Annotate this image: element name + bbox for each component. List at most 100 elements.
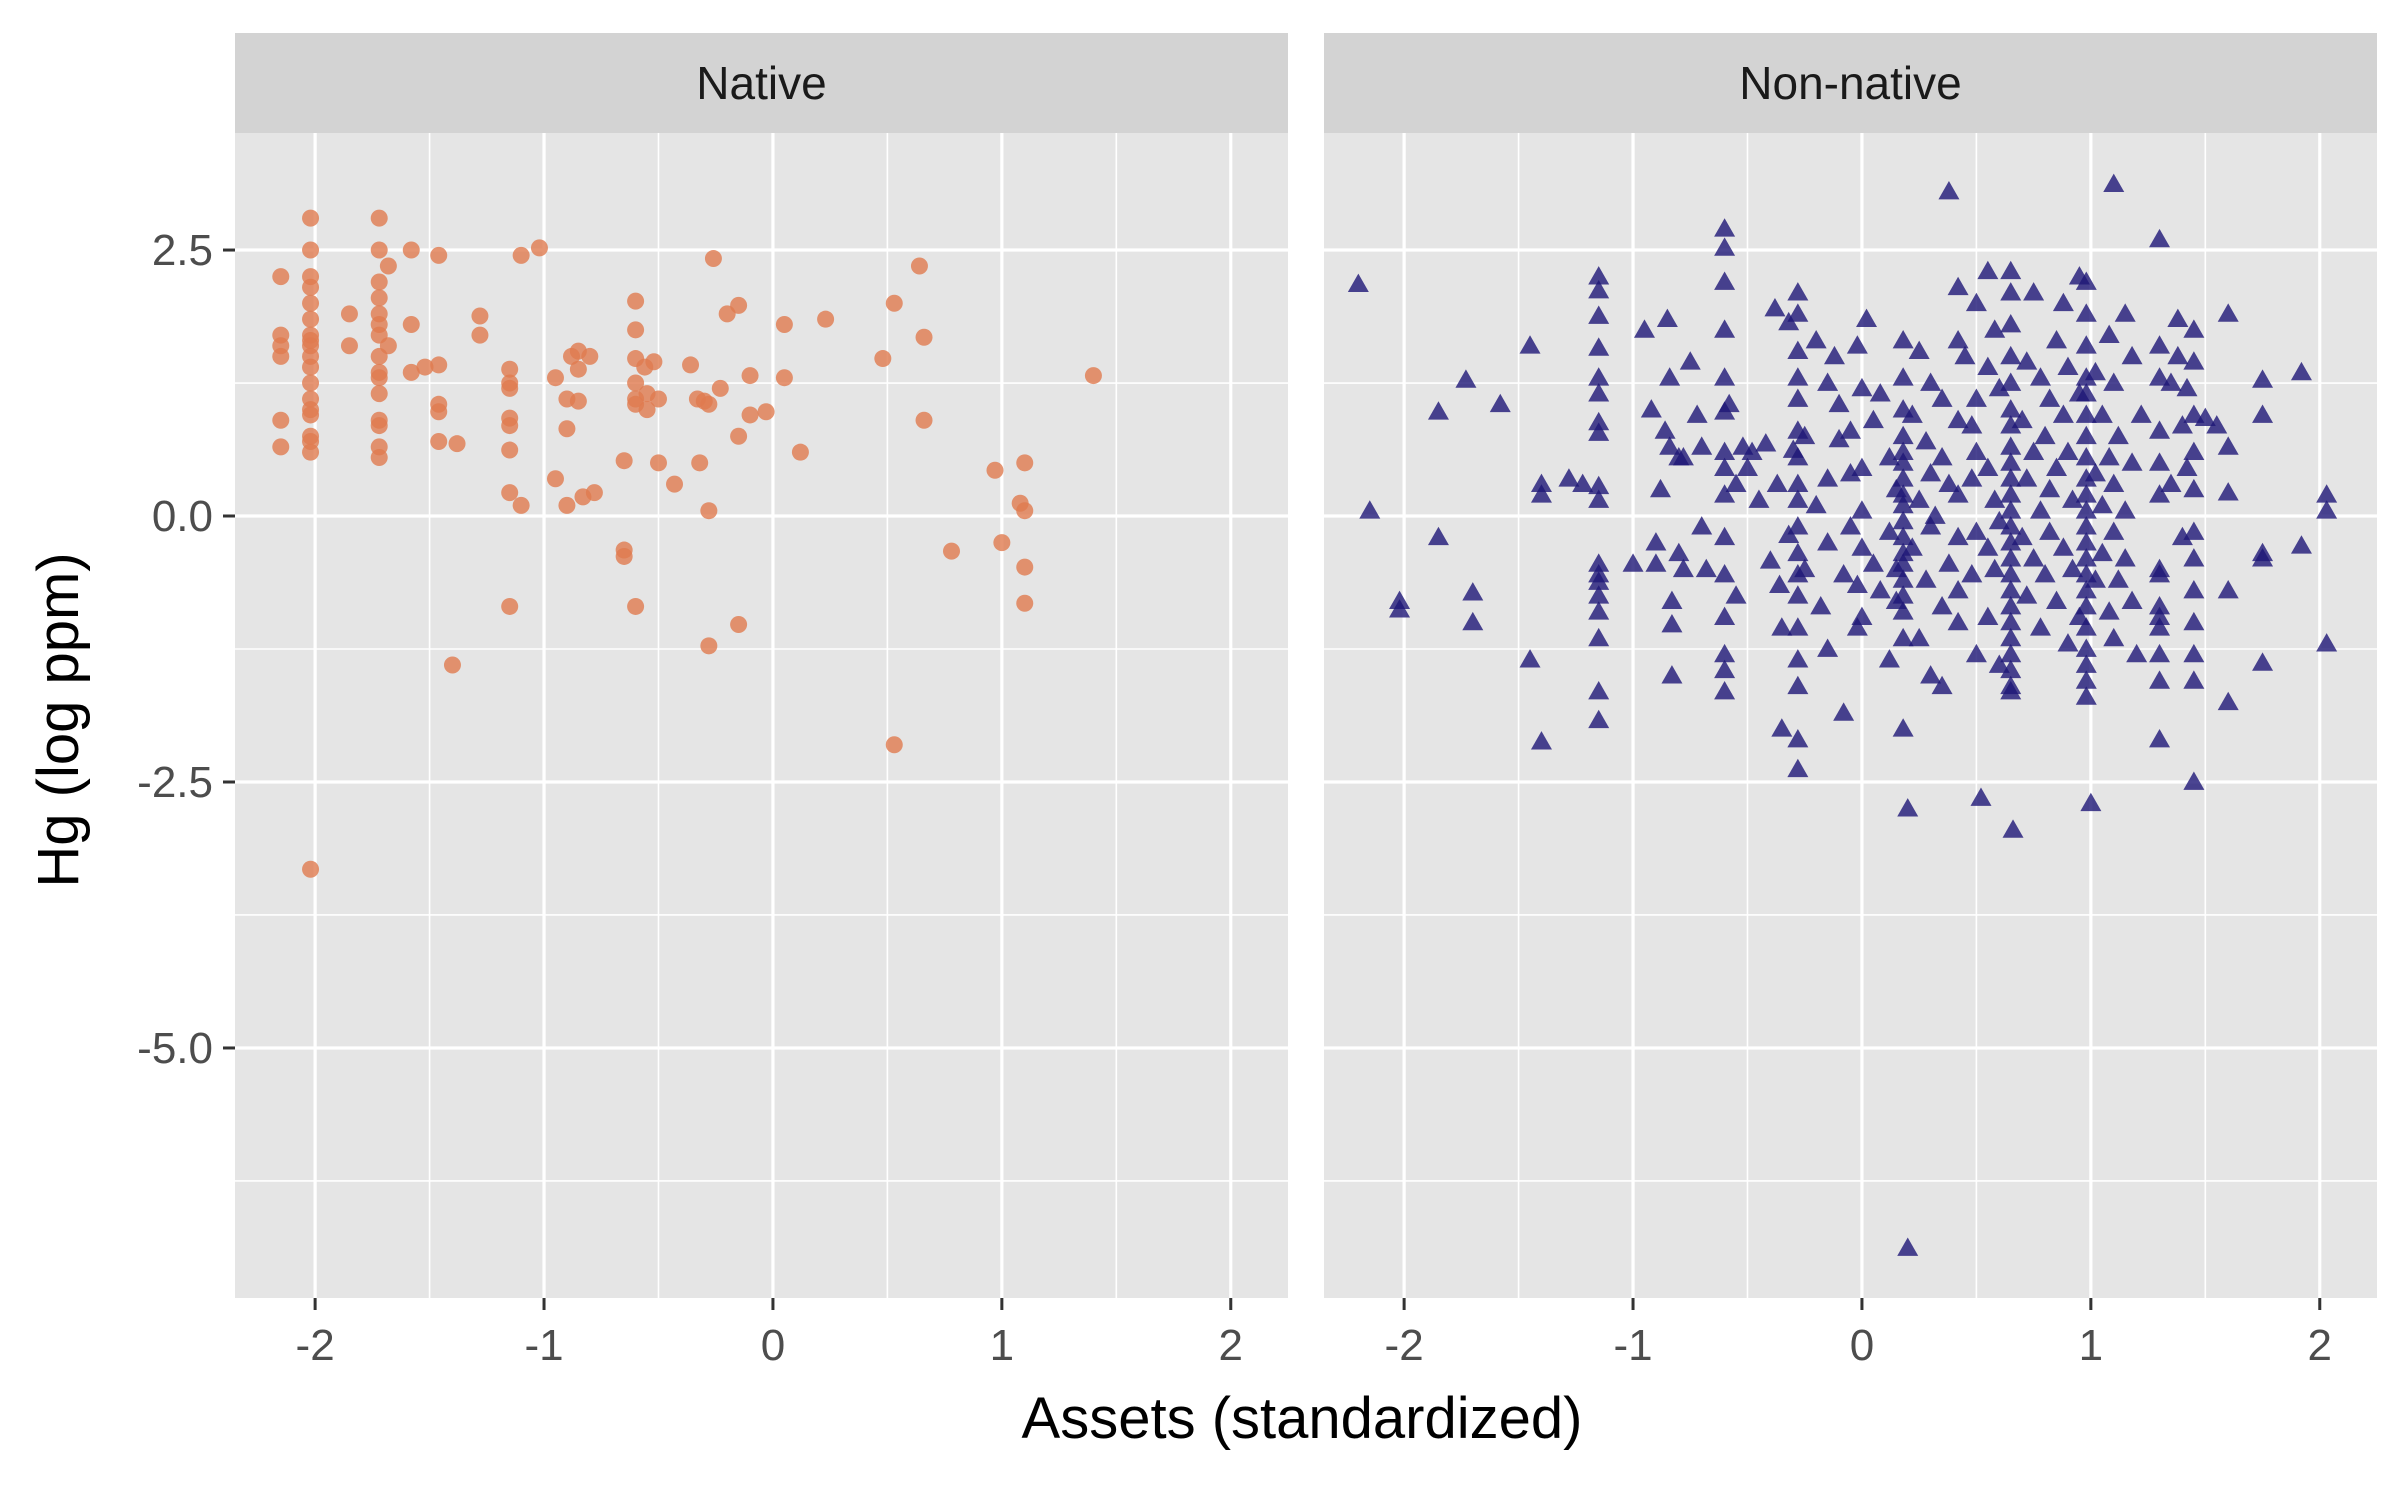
data-point [501, 441, 519, 459]
data-point [302, 443, 320, 461]
data-point [1920, 665, 1942, 684]
data-point [1588, 709, 1610, 729]
data-point [1805, 494, 1827, 514]
data-point [1924, 505, 1946, 524]
data-point [1988, 510, 2010, 530]
data-point [2080, 792, 2102, 812]
data-point [2000, 372, 2022, 391]
data-point [1530, 473, 1552, 492]
data-point [1787, 728, 1809, 748]
data-point [1977, 356, 1999, 375]
data-point [1588, 681, 1610, 700]
data-point [2000, 399, 2022, 418]
data-point [615, 452, 633, 470]
data-point [2167, 308, 2189, 328]
data-point [379, 337, 397, 355]
data-point [1016, 594, 1034, 612]
data-point [2075, 548, 2097, 567]
data-point [1714, 457, 1736, 477]
data-point [370, 273, 388, 291]
data-point [2075, 383, 2097, 402]
data-point [2183, 319, 2205, 338]
data-point [2183, 441, 2205, 461]
data-point [585, 484, 603, 502]
data-point [1714, 526, 1736, 546]
data-point [1977, 260, 1999, 280]
data-point [2000, 484, 2022, 503]
data-point [1878, 649, 1900, 668]
data-point [370, 289, 388, 307]
data-point [2075, 446, 2097, 466]
data-point [1588, 305, 1610, 324]
data-point [2149, 228, 2171, 248]
data-point [2167, 345, 2189, 365]
data-point [1892, 526, 1914, 546]
data-point [1588, 571, 1610, 590]
data-point [546, 369, 564, 387]
data-point [2183, 521, 2205, 540]
data-point [501, 597, 519, 615]
data-point [2290, 535, 2312, 554]
data-point [1908, 627, 1930, 647]
data-point [1645, 553, 1667, 572]
data-point [649, 454, 667, 472]
data-point [1965, 521, 1987, 540]
data-point [2149, 606, 2171, 625]
data-point [1519, 649, 1541, 668]
data-point [700, 637, 718, 655]
data-point [1892, 484, 1914, 503]
data-point [1714, 237, 1736, 256]
data-point [1851, 377, 1873, 397]
data-point [370, 417, 388, 435]
data-point [1938, 553, 1960, 572]
data-point [1892, 468, 1914, 487]
data-point [1965, 441, 1987, 461]
data-point [1977, 606, 1999, 625]
data-point [775, 316, 793, 334]
data-point [2149, 420, 2171, 439]
data-point [2084, 361, 2106, 381]
data-point [2103, 372, 2125, 391]
data-point [2039, 478, 2061, 498]
data-point [569, 392, 587, 410]
data-point [2252, 369, 2274, 388]
data-point [910, 257, 928, 275]
data-point [546, 470, 564, 488]
data-point [2149, 595, 2171, 615]
data-point [448, 435, 466, 453]
data-point [2016, 351, 2038, 370]
data-point [2075, 579, 2097, 599]
panels-layer: Native Non-native [235, 33, 2377, 1298]
series-points [1347, 173, 2338, 1256]
data-point [1489, 393, 1511, 413]
data-point [2171, 415, 2193, 434]
data-point [1908, 489, 1930, 508]
data-point [1686, 404, 1708, 423]
data-point [775, 369, 793, 387]
data-point [2023, 548, 2045, 567]
data-point [402, 241, 420, 259]
data-point [2075, 468, 2097, 487]
data-point [2121, 345, 2143, 365]
data-point [1530, 484, 1552, 503]
data-point [1787, 303, 1809, 322]
data-point [1892, 569, 1914, 588]
data-point [2057, 356, 2079, 375]
data-point [1892, 627, 1914, 647]
data-point [1828, 428, 1850, 448]
data-point [1892, 425, 1914, 445]
data-point [1787, 675, 1809, 695]
data-point [2000, 345, 2022, 365]
data-point [2252, 548, 2274, 567]
data-point [1851, 537, 1873, 556]
data-point [1661, 590, 1683, 610]
data-point [302, 310, 320, 328]
data-point [2183, 351, 2205, 370]
data-point [1764, 298, 1786, 317]
data-point [1016, 558, 1034, 576]
data-point [2000, 468, 2022, 487]
data-point [1389, 599, 1411, 618]
x-tick-label: -2 [1385, 1321, 1424, 1370]
data-point [512, 496, 530, 514]
